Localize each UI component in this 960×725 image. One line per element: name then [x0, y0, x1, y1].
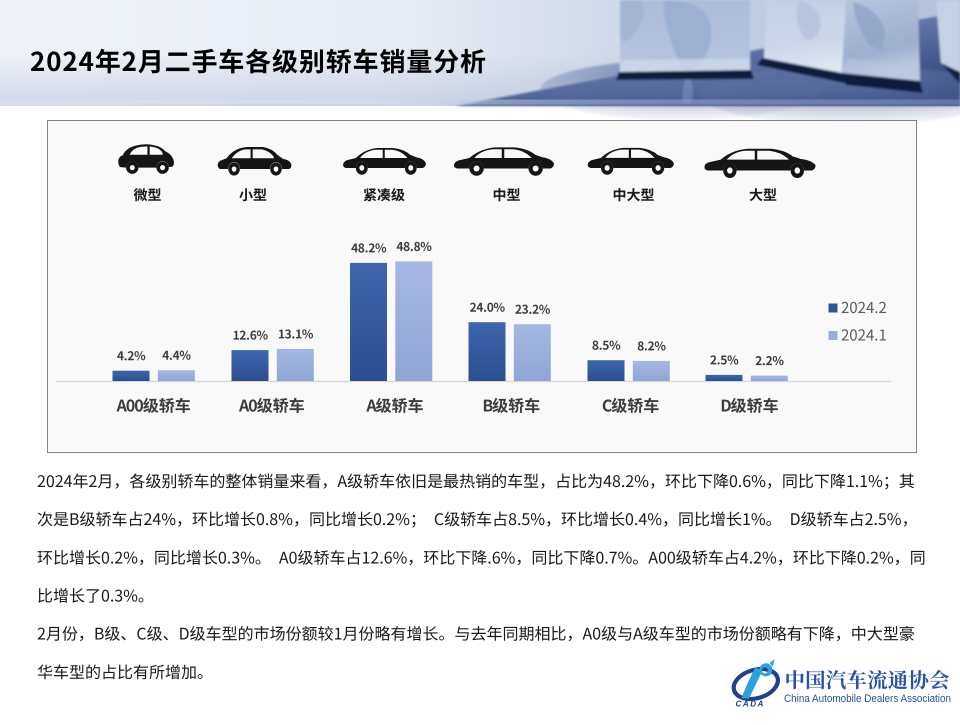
svg-text:CADA: CADA: [736, 700, 766, 709]
svg-text:China Automobile Dealers Assoc: China Automobile Dealers Association: [784, 693, 951, 705]
